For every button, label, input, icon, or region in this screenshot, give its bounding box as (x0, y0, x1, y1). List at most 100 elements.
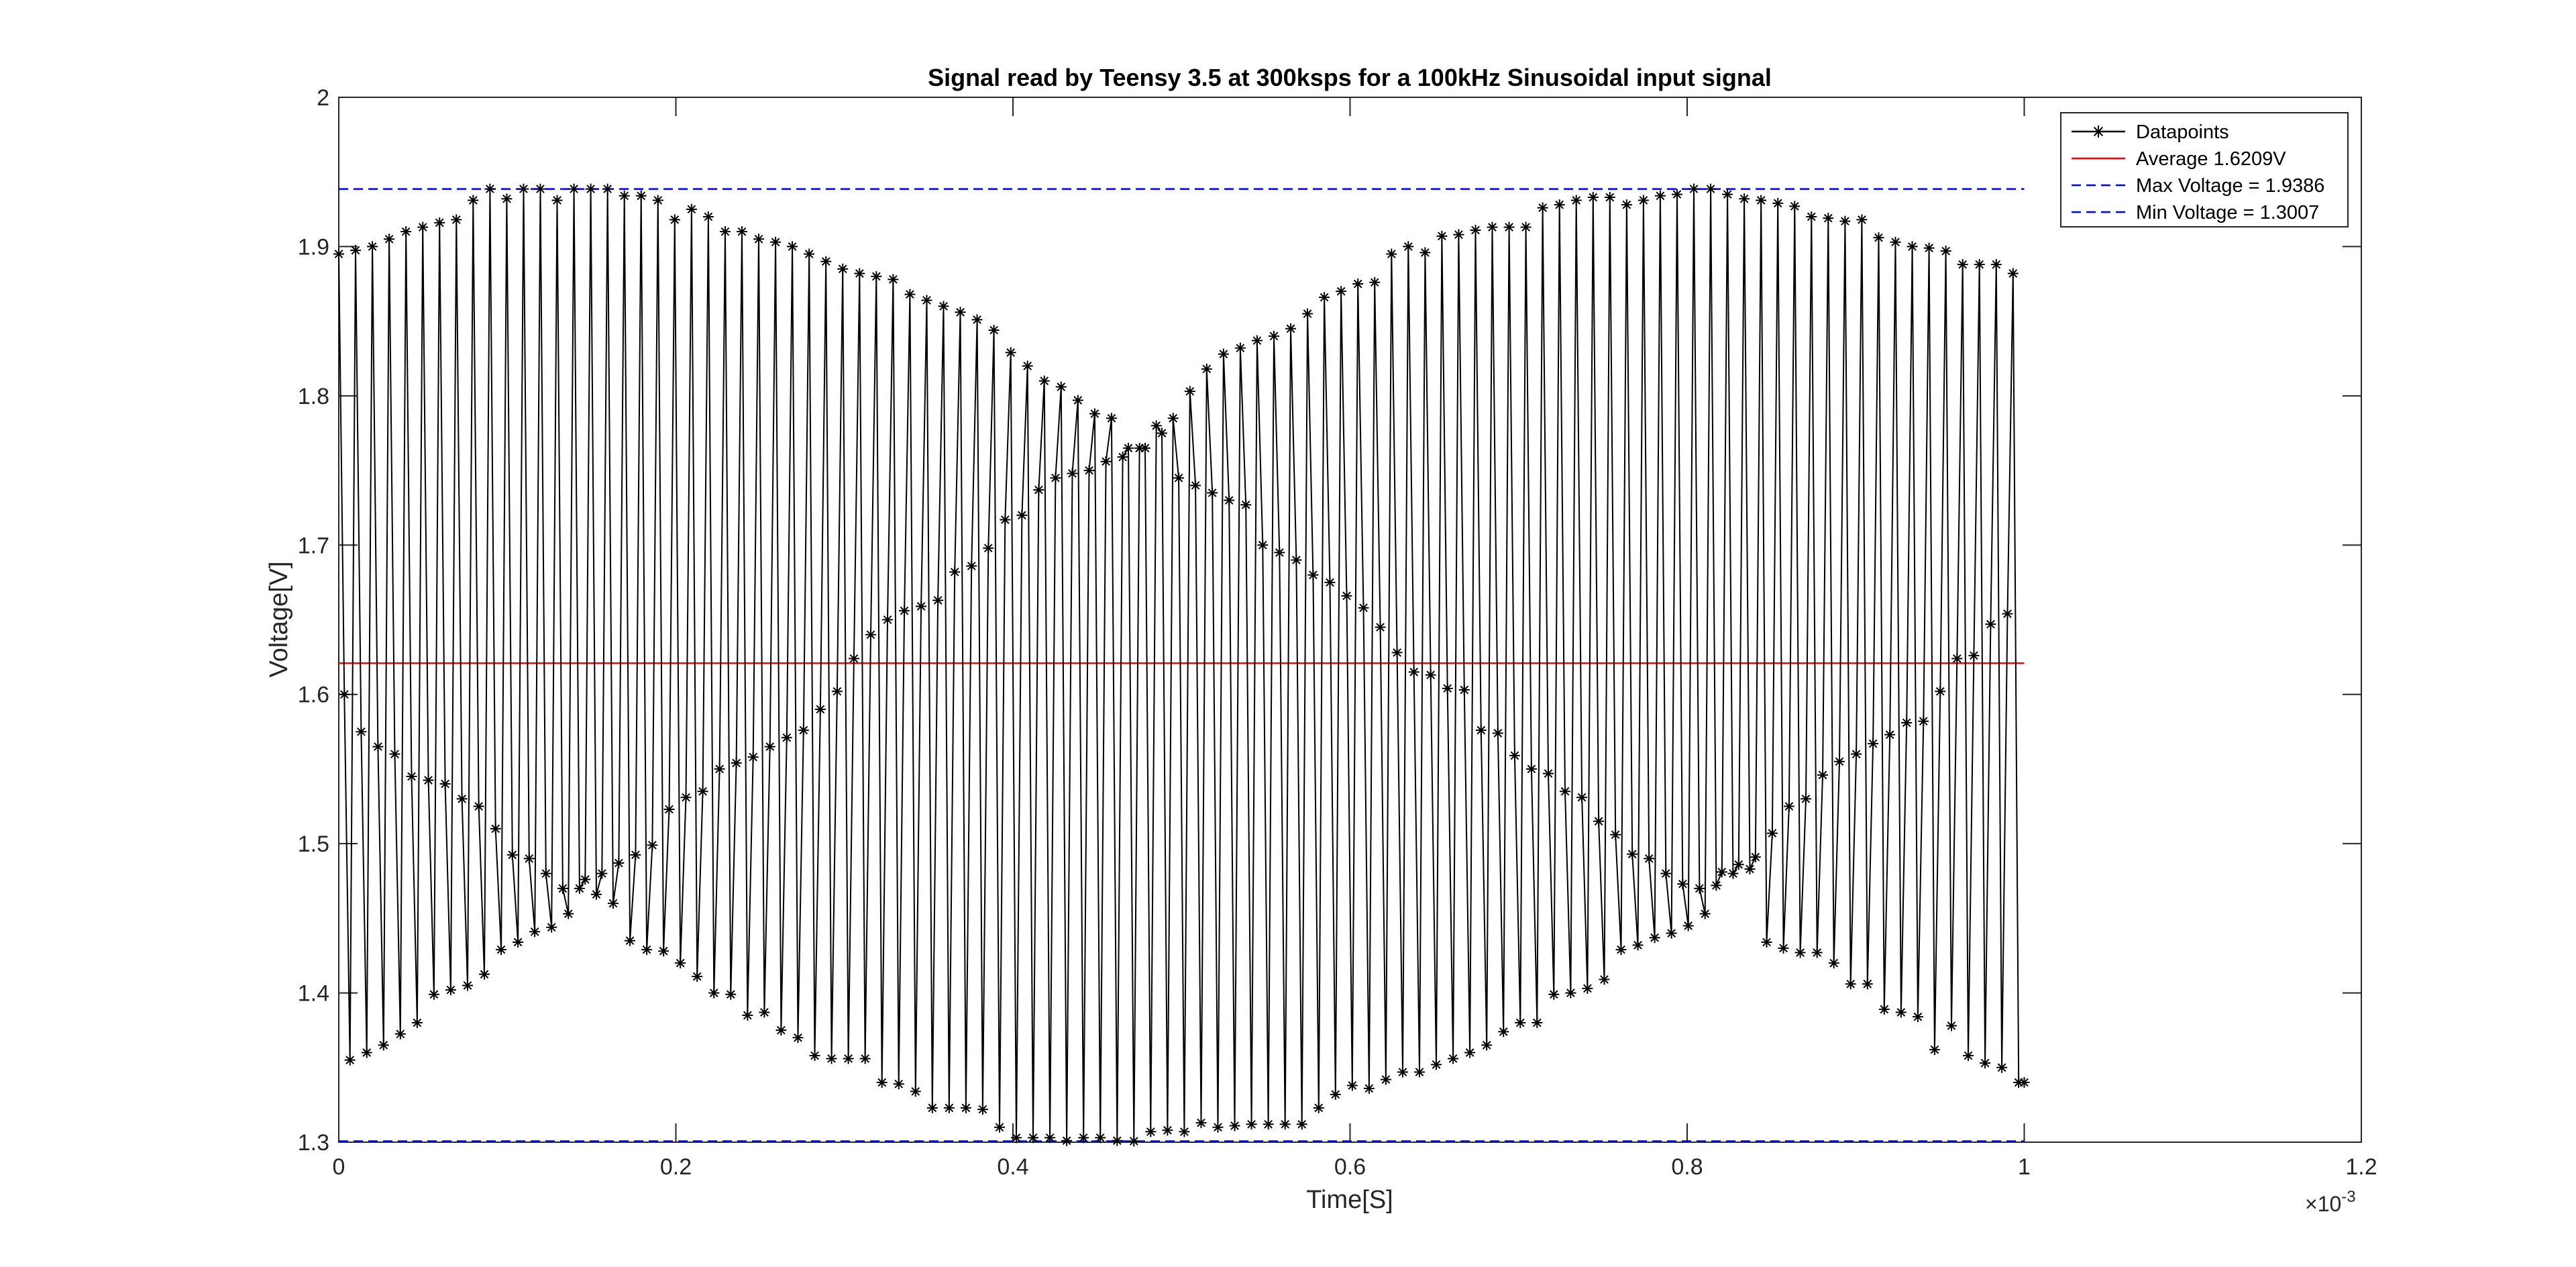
data-point-marker (1565, 987, 1576, 999)
data-point-marker (1279, 1119, 1291, 1130)
data-point-marker (1195, 1117, 1207, 1129)
data-point-marker (1834, 756, 1845, 767)
data-point-marker (1957, 259, 1968, 270)
data-point-marker (737, 226, 747, 238)
chart-title: Signal read by Teensy 3.5 at 300ksps for… (928, 64, 1772, 91)
data-point-marker (1963, 1050, 1974, 1061)
data-point-marker (1722, 189, 1733, 200)
data-point-marker (1671, 189, 1682, 200)
legend-label-1: Datapoints (2136, 121, 2229, 143)
data-point-marker (1067, 468, 1078, 479)
data-point-marker (590, 889, 602, 900)
data-point-marker (1201, 363, 1212, 374)
data-point-marker (1380, 1074, 1391, 1085)
data-point-marker (960, 1102, 971, 1113)
y-tick-label: 1.6 (298, 682, 329, 708)
data-point-marker (781, 732, 792, 744)
y-tick-label: 1.4 (298, 981, 329, 1007)
data-point-marker (451, 214, 462, 225)
legend-marker (2092, 125, 2104, 138)
data-point-marker (1157, 427, 1168, 439)
data-point-marker (1945, 1020, 1957, 1031)
data-point-marker (2002, 608, 2013, 619)
data-point-marker (1425, 669, 1436, 680)
data-point-marker (1095, 1132, 1106, 1144)
data-point-marker (473, 801, 484, 812)
data-point-marker (339, 689, 350, 700)
data-point-marker (932, 595, 944, 606)
data-point-marker (1570, 195, 1582, 206)
data-point-marker (675, 958, 686, 969)
data-point-marker (439, 778, 451, 790)
x-tick-label: 0.4 (997, 1154, 1028, 1180)
data-point-marker (411, 1017, 423, 1029)
data-point-marker (367, 241, 378, 252)
data-point-marker (1302, 308, 1313, 319)
data-point-marker (1257, 540, 1269, 551)
data-point-marker (1744, 863, 1756, 874)
data-point-marker (372, 741, 384, 752)
data-point-marker (1453, 229, 1464, 240)
data-point-marker (1923, 242, 1935, 254)
data-point-marker (523, 853, 535, 864)
data-point-marker (1750, 852, 1761, 863)
data-point-marker (1610, 829, 1621, 840)
x-tick-label: 1 (2018, 1154, 2031, 1180)
data-point-marker (496, 944, 507, 956)
data-point-marker (882, 614, 894, 625)
x-tick-label: 0.8 (1671, 1154, 1703, 1180)
data-point-marker (1649, 932, 1660, 944)
data-point-marker (596, 868, 608, 879)
data-point-marker (1839, 215, 1851, 227)
data-point-marker (1985, 619, 1996, 630)
data-point-marker (994, 1121, 1005, 1133)
data-point-marker (1307, 569, 1319, 580)
data-point-marker (1711, 880, 1722, 891)
data-point-marker (1145, 1126, 1157, 1137)
data-point-marker (983, 542, 994, 554)
data-point-marker (1862, 978, 1873, 990)
data-point-marker (1593, 815, 1605, 827)
data-point-marker (977, 1104, 988, 1115)
data-point-marker (949, 566, 961, 578)
x-tick-labels: 0 0.2 0.4 0.6 0.8 1 1.2 (333, 1154, 2377, 1180)
y-tick-label: 1.7 (298, 533, 329, 558)
data-point-marker (1150, 420, 1162, 432)
data-point-marker (613, 858, 625, 869)
data-point-marker (1000, 514, 1011, 525)
data-point-marker (1705, 183, 1717, 195)
data-point-marker (663, 803, 675, 815)
data-point-marker (938, 301, 949, 312)
data-point-marker (1408, 666, 1419, 678)
data-point-marker (753, 234, 765, 245)
data-point-marker (484, 183, 496, 195)
data-point-marker (1868, 738, 1879, 750)
data-point-marker (1044, 1132, 1056, 1144)
data-point-marker (1033, 484, 1044, 495)
data-point-marker (1783, 801, 1794, 812)
data-point-marker (1234, 342, 1246, 354)
data-point-marker (540, 868, 551, 879)
data-point-marker (1878, 1004, 1890, 1015)
data-point-marker (854, 268, 865, 279)
data-point-marker (1851, 748, 1862, 760)
data-point-marker (1117, 452, 1128, 463)
data-point-marker (1346, 1080, 1358, 1091)
data-point-marker (1341, 590, 1352, 601)
data-point-marker (602, 183, 613, 195)
data-point-marker (1727, 868, 1739, 879)
data-point-marker (1907, 241, 1918, 252)
data-point-marker (479, 968, 490, 980)
data-point-marker (725, 989, 737, 1000)
data-point-marker (1028, 1132, 1039, 1144)
data-point-marker (535, 183, 546, 195)
data-point-marker (1778, 942, 1789, 954)
data-point-marker (926, 1102, 938, 1113)
data-point-marker (669, 214, 680, 225)
data-point-marker (1324, 576, 1336, 588)
data-point-marker (719, 226, 731, 238)
data-point-marker (1694, 882, 1705, 894)
data-point-marker (1173, 472, 1185, 484)
data-point-marker (551, 195, 563, 206)
data-point-marker (731, 758, 742, 769)
